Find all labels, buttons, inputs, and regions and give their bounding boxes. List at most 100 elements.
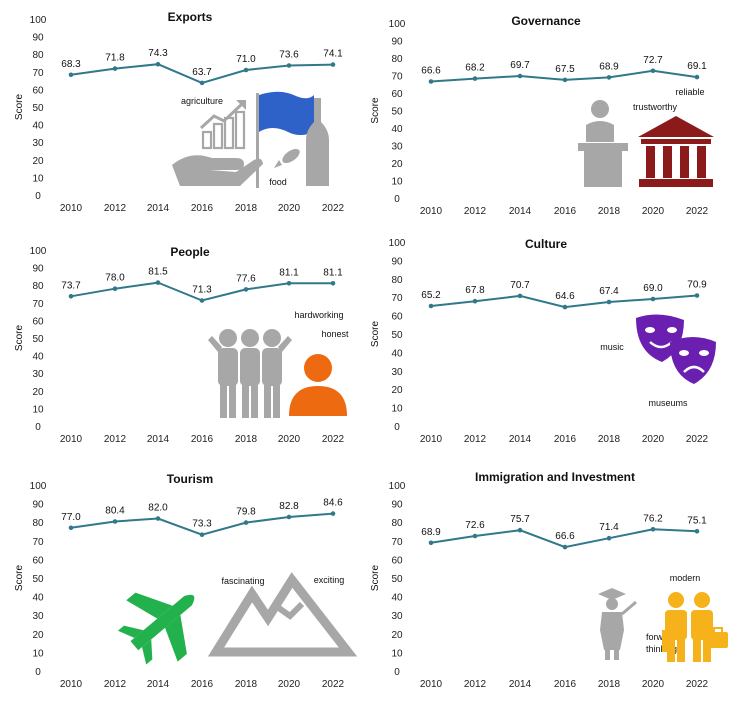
speaker-body <box>586 121 614 142</box>
tail-fin <box>117 625 144 638</box>
data-label: 71.3 <box>192 285 212 296</box>
data-point <box>650 527 656 532</box>
y-axis-label: Score <box>370 565 381 592</box>
data-point <box>606 299 612 305</box>
data-point <box>330 62 336 67</box>
annotation-word: modern <box>670 573 701 583</box>
business-people-icon <box>662 592 728 662</box>
x-tick-label: 2018 <box>235 434 258 445</box>
y-tick-label: 20 <box>391 385 403 396</box>
person-head <box>241 329 259 347</box>
x-tick-label: 2018 <box>598 434 621 445</box>
y-tick-label: 60 <box>391 89 403 100</box>
data-point <box>286 281 292 286</box>
y-tick-label: 80 <box>391 54 403 65</box>
data-point <box>472 533 478 539</box>
y-tick-label: 100 <box>389 19 406 30</box>
person-body <box>289 386 347 416</box>
chart-panel-6: Immigration and Investment Score 0 10 20 30 40… <box>370 470 728 690</box>
data-label: 81.1 <box>323 267 343 278</box>
data-point <box>68 525 74 531</box>
grad-head <box>606 598 618 610</box>
x-tick-label: 2014 <box>509 679 532 690</box>
chart-title: Culture <box>525 237 567 251</box>
data-point <box>286 514 292 520</box>
person-torso <box>218 348 238 386</box>
data-point <box>155 61 161 67</box>
x-tick-label: 2018 <box>235 679 258 690</box>
person-torso <box>691 610 713 640</box>
y-tick-label: 80 <box>391 275 403 286</box>
x-tick-label: 2020 <box>642 434 665 445</box>
tail-fin <box>142 639 153 665</box>
person-arm <box>662 630 668 652</box>
person-leg <box>703 638 711 662</box>
x-tick-label: 2014 <box>509 206 532 217</box>
base <box>639 179 713 187</box>
y-tick-label: 40 <box>391 348 403 359</box>
data-label: 74.3 <box>148 48 168 59</box>
data-label: 71.0 <box>236 54 256 65</box>
person-icon <box>289 354 347 416</box>
x-tick-label: 2014 <box>147 203 170 214</box>
wing <box>165 614 187 662</box>
trend-arrow <box>199 102 244 130</box>
data-point <box>562 544 568 550</box>
column <box>680 146 689 178</box>
x-tick-label: 2014 <box>147 679 170 690</box>
data-label: 73.7 <box>61 280 81 291</box>
data-label: 68.9 <box>421 527 441 538</box>
grad-cap <box>598 588 626 600</box>
airplane-icon <box>117 592 195 665</box>
y-tick-label: 50 <box>391 574 403 585</box>
grad-leg <box>605 650 610 660</box>
grad-gown <box>600 612 624 650</box>
data-label: 77.0 <box>61 512 81 523</box>
architrave <box>641 139 711 144</box>
y-tick-label: 60 <box>391 555 403 566</box>
data-label: 69.0 <box>643 283 663 294</box>
podium-top <box>578 143 628 151</box>
y-tick-label: 40 <box>32 121 44 132</box>
data-point <box>199 80 205 86</box>
chart-panel-1: Exports Score 0 10 20 30 40 50 60 70 80 90 100 2010 20… <box>14 10 345 214</box>
data-point <box>243 287 249 292</box>
person-torso <box>665 610 687 640</box>
y-tick-label: 90 <box>32 500 44 511</box>
hand-shape <box>172 155 263 186</box>
x-tick-label: 2010 <box>420 206 443 217</box>
data-label: 79.8 <box>236 507 256 518</box>
x-tick-label: 2012 <box>104 203 127 214</box>
person-torso <box>240 348 260 386</box>
data-label: 72.6 <box>465 520 485 531</box>
annotation-word: fascinating <box>221 576 264 586</box>
x-tick-label: 2022 <box>686 206 709 217</box>
data-label: 66.6 <box>421 65 441 76</box>
x-tick-label: 2016 <box>191 679 214 690</box>
data-point <box>286 63 292 68</box>
chart-title: Exports <box>168 10 213 24</box>
data-label: 76.2 <box>643 513 663 524</box>
chart-panel-4: Culture Score 0 10 20 30 40 50 60 70 80 90 100 2010 20… <box>370 237 716 445</box>
person-leg <box>677 638 685 662</box>
y-tick-label: 40 <box>391 593 403 604</box>
data-point <box>606 75 612 80</box>
y-tick-label: 90 <box>391 500 403 511</box>
y-axis-label: Score <box>14 325 25 352</box>
y-tick-label: 100 <box>389 238 406 249</box>
x-tick-label: 2020 <box>278 679 301 690</box>
y-tick-label: 30 <box>391 367 403 378</box>
person-leg <box>242 384 249 418</box>
y-tick-label: 70 <box>32 299 44 310</box>
data-label: 67.5 <box>555 64 575 75</box>
raised-arm <box>208 336 222 352</box>
annotation-word: exciting <box>314 575 345 585</box>
data-label: 73.6 <box>279 49 299 60</box>
bar-chart-hand-icon <box>172 100 263 186</box>
data-label: 71.4 <box>599 522 619 533</box>
person-leg <box>667 638 675 662</box>
x-tick-label: 2020 <box>642 206 665 217</box>
y-tick-label: 70 <box>391 537 403 548</box>
person-leg <box>220 384 227 418</box>
raised-arm <box>278 336 292 352</box>
